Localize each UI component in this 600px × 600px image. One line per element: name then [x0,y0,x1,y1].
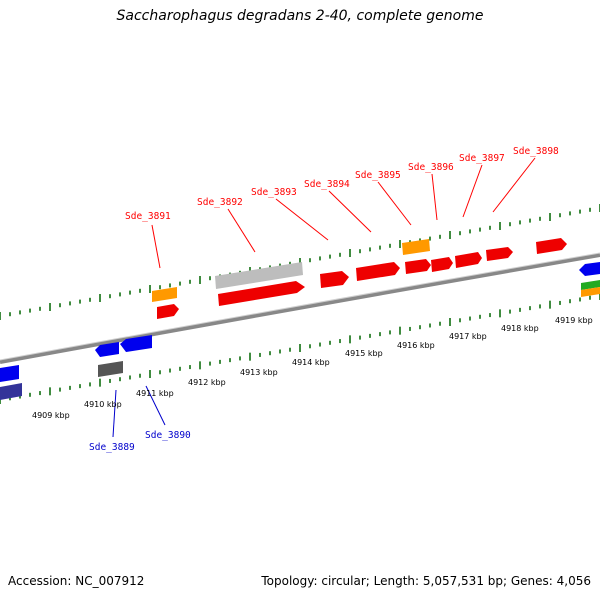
kbp-label: 4917 kbp [449,332,487,341]
gene-feature[interactable] [581,280,600,290]
gene-label: Sde_3893 [251,187,297,198]
kbp-label: 4918 kbp [501,324,539,333]
kbp-label: 4915 kbp [345,349,383,358]
gene-feature[interactable] [152,287,177,302]
gene-feature[interactable] [0,383,22,400]
gene-feature[interactable] [581,287,600,297]
gene-label: Sde_3895 [355,170,401,181]
gene-feature[interactable] [120,335,152,352]
kbp-label: 4910 kbp [84,400,122,409]
gene-label: Sde_3894 [304,179,350,190]
gene-feature[interactable] [157,304,179,319]
kbp-label: 4913 kbp [240,368,278,377]
gene-feature[interactable] [405,259,431,274]
gene-feature[interactable] [356,262,400,281]
gene-feature[interactable] [320,271,349,288]
kbp-label: 4912 kbp [188,378,226,387]
gene-feature[interactable] [218,281,305,306]
gene-label: Sde_3892 [197,197,243,208]
genome-backbone [0,253,600,364]
gene-label: Sde_3889 [89,442,135,453]
gene-feature[interactable] [455,252,482,268]
gene-label: Sde_3897 [459,153,505,164]
gene-label: Sde_3891 [125,211,171,222]
kbp-label: 4911 kbp [136,389,174,398]
kbp-label: 4919 kbp [555,316,593,325]
gene-feature[interactable] [402,239,430,255]
topology-summary: Topology: circular; Length: 5,057,531 bp… [261,574,591,588]
accession-text: Accession: NC_007912 [8,574,145,588]
gene-feature[interactable] [579,262,600,276]
gene-feature[interactable] [536,238,567,254]
kbp-label: 4909 kbp [32,411,70,420]
kbp-label: 4916 kbp [397,341,435,350]
gene-feature[interactable] [98,361,123,377]
map-title: Saccharophagus degradans 2-40, complete … [116,8,484,24]
gene-feature[interactable] [215,262,303,289]
gene-label: Sde_3898 [513,146,559,157]
gene-feature[interactable] [95,342,119,357]
gene-feature[interactable] [0,365,19,382]
gene-feature[interactable] [486,247,513,261]
tick-marks [0,204,600,404]
kbp-label: 4914 kbp [292,358,330,367]
gene-label: Sde_3896 [408,162,454,173]
gene-feature[interactable] [431,257,453,272]
gene-label: Sde_3890 [145,430,191,441]
